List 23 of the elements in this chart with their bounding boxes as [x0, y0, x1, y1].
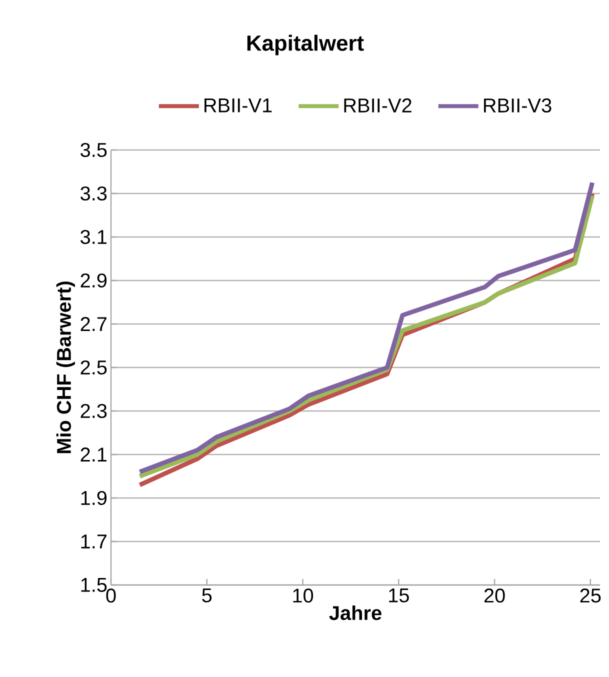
y-tick-label: 1.7	[81, 534, 106, 548]
y-tick-label: 1.5	[81, 578, 107, 592]
y-tick-label: 2.1	[80, 448, 107, 462]
legend-label: RBII-V1	[204, 98, 272, 112]
legend-label: RBII-V2	[344, 98, 412, 112]
y-tick-label: 3.5	[80, 142, 107, 158]
y-tick-label: 3.1	[80, 230, 107, 244]
y-axis-title: Mio CHF (Barwert)	[56, 282, 75, 454]
y-tick-label: 1.9	[81, 490, 107, 506]
x-tick-label: 0	[106, 588, 116, 603]
y-tick-label: 2.3	[80, 404, 107, 418]
y-tick-label: 2.9	[80, 273, 107, 288]
y-tick-label: 2.7	[80, 317, 106, 331]
y-tick-label: 2.5	[80, 360, 107, 375]
x-tick-label: 15	[389, 588, 409, 602]
x-tick-label: 10	[293, 588, 314, 603]
x-tick-label: 20	[484, 588, 505, 603]
x-tick-label: 25	[580, 588, 601, 603]
x-tick-label: 5	[202, 588, 212, 602]
x-axis-title: Jahre	[329, 605, 382, 620]
chart-title: Kapitalwert	[247, 34, 364, 56]
y-tick-label: 3.3	[80, 186, 107, 201]
legend-label: RBII-V3	[484, 98, 552, 113]
